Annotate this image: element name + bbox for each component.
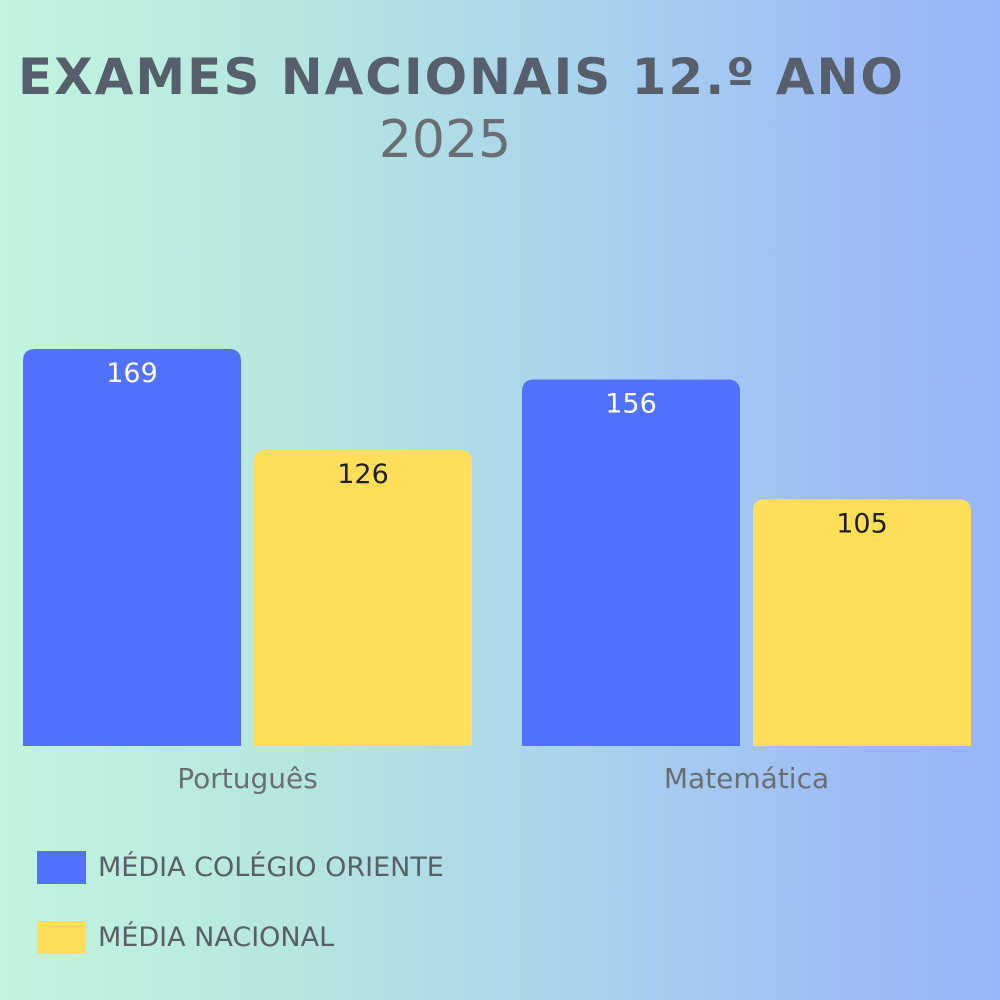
legend-item-national: MÉDIA NACIONAL xyxy=(37,920,444,954)
legend-item-college: MÉDIA COLÉGIO ORIENTE xyxy=(37,850,444,884)
bar-matematica-national xyxy=(753,499,971,746)
bar-matematica-college xyxy=(522,379,740,746)
category-label-matematica: Matemática xyxy=(664,762,829,795)
legend-label-national: MÉDIA NACIONAL xyxy=(98,921,335,953)
legend: MÉDIA COLÉGIO ORIENTE MÉDIA NACIONAL xyxy=(37,850,444,990)
bar-portugues-college xyxy=(23,349,241,746)
legend-swatch-national xyxy=(37,920,86,954)
chart-subtitle: 2025 xyxy=(378,110,512,170)
data-label-portugues-college: 169 xyxy=(106,358,158,389)
data-label-matematica-college: 156 xyxy=(605,389,657,420)
legend-swatch-college xyxy=(37,850,86,884)
category-label-portugues: Português xyxy=(177,762,318,795)
chart-title: EXAMES NACIONAIS 12.º ANO xyxy=(18,48,905,106)
data-label-matematica-national: 105 xyxy=(836,508,888,539)
legend-label-college: MÉDIA COLÉGIO ORIENTE xyxy=(98,851,444,883)
data-label-portugues-national: 126 xyxy=(337,459,389,490)
bar-portugues-national xyxy=(254,450,472,746)
